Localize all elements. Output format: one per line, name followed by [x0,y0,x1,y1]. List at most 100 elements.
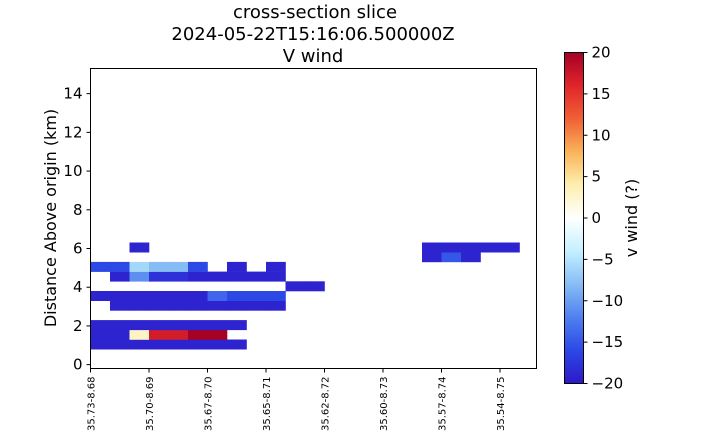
heatmap-cell [266,291,286,301]
heatmap-cell [168,339,189,350]
heatmap-cell [246,271,267,282]
y-tick-label: 12 [63,123,82,141]
heatmap-cell [129,242,150,253]
heatmap-cell [149,271,169,282]
heatmap-cell [461,242,481,253]
heatmap-cell [149,320,169,331]
x-tick-label: 35.73-8.68 [87,377,98,432]
heatmap-cell [207,320,228,331]
heatmap-cell [246,291,267,301]
heatmap-cell [90,291,111,301]
heatmap-cell [129,271,150,282]
x-tick-label: 35.70-8.69 [145,377,156,432]
x-tick-label: 35.67-8.70 [204,377,215,432]
heatmap-cell [168,329,189,340]
heatmap-cell [227,339,247,350]
heatmap-cell [110,300,130,311]
heatmap-cell [90,320,111,331]
plot-frame [90,68,537,369]
heatmap-cell [441,242,462,253]
colorbar-tick-label: 20 [592,44,611,62]
y-tick-label: 14 [63,85,82,103]
chart-title-line-2: 2024-05-22T15:16:06.500000Z [171,24,454,45]
heatmap-cell [305,281,325,292]
heatmap-cell [461,252,481,263]
heatmap-cell [422,252,442,263]
heatmap-cell [285,281,306,292]
y-axis-label: Distance Above origin (km) [41,109,60,327]
colorbar-tick-label: 10 [592,126,611,144]
heatmap-cell [266,261,286,272]
y-tick-label: 0 [73,356,83,374]
heatmap-cell [129,300,150,311]
x-tick-label: 35.65-8.71 [262,377,273,432]
heatmap-cell [207,339,228,350]
heatmap-cell [149,339,169,350]
heatmap-cell [149,300,169,311]
chart-title-line-1: cross-section slice [233,2,397,23]
heatmap-cell [188,291,208,301]
heatmap-cell [246,300,267,311]
heatmap-cell [110,291,130,301]
x-tick-label: 35.62-8.72 [321,377,332,432]
heatmap-cell [149,329,169,340]
heatmap-cell [207,271,228,282]
heatmap-cell [500,242,520,253]
heatmap-cell [129,320,150,331]
heatmap-cell [227,261,247,272]
heatmap-cell [129,339,150,350]
colorbar-tick-label: 5 [592,168,602,186]
heatmap-cells [90,242,520,350]
x-tick-label: 35.60-8.73 [379,377,390,432]
y-tick-label: 8 [73,201,83,219]
y-axis-ticks: 0 2 4 6 8 10 12 14 [63,85,91,374]
colorbar [564,52,584,384]
heatmap-cell [110,329,130,340]
heatmap-cell [207,300,228,311]
heatmap-cell [149,261,169,272]
heatmap-cell [90,329,111,340]
heatmap-cell [110,271,130,282]
heatmap-cell [188,339,208,350]
y-tick-label: 10 [63,162,82,180]
heatmap-cell [168,291,189,301]
colorbar-label: v wind (?) [622,179,641,257]
heatmap-cell [188,271,208,282]
heatmap-cell [188,329,208,340]
heatmap-cell [227,320,247,331]
x-tick-label: 35.54-8.75 [496,377,507,432]
colorbar-tick-label: −20 [592,375,624,393]
heatmap-cell [110,261,130,272]
heatmap-cell [90,339,111,350]
x-axis-ticks: 35.73-8.68 35.70-8.69 35.67-8.70 35.65-8.71… [87,368,507,432]
heatmap-cell [129,261,150,272]
heatmap-cell [110,320,130,331]
heatmap-cell [168,261,189,272]
heatmap-cell [188,261,208,272]
heatmap-cell [149,291,169,301]
heatmap-cell [227,291,247,301]
heatmap-cell [129,329,150,340]
heatmap-cell [266,271,286,282]
heatmap-cell [129,291,150,301]
heatmap-cell [90,261,111,272]
x-tick-label: 35.57-8.74 [438,377,449,432]
y-tick-label: 6 [73,240,83,258]
heatmap-cell [168,271,189,282]
heatmap-cell [266,300,286,311]
colorbar-tick-label: 15 [592,85,611,103]
colorbar-tick-label: −5 [592,250,614,268]
chart-title-line-3: V wind [283,46,344,67]
colorbar-ticks: 20 15 10 5 0 −5 −10 −15 −20 [583,44,624,393]
heatmap-cell [168,320,189,331]
heatmap-cell [480,242,501,253]
heatmap-cell [110,339,130,350]
heatmap-cell [227,271,247,282]
heatmap-cell [227,300,247,311]
heatmap-cell [207,329,228,340]
heatmap-cell [422,242,442,253]
heatmap-cell [188,300,208,311]
y-tick-label: 2 [73,317,83,335]
heatmap-cell [441,252,462,263]
